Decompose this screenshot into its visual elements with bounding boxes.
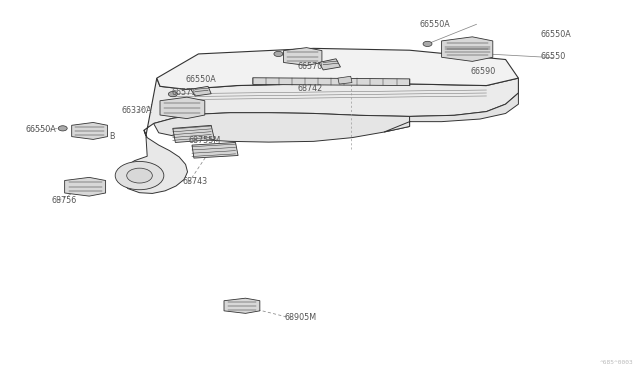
Polygon shape [384, 93, 518, 132]
Circle shape [127, 168, 152, 183]
Polygon shape [160, 97, 205, 119]
Polygon shape [120, 130, 188, 193]
Polygon shape [191, 86, 211, 96]
Text: ^685^0003: ^685^0003 [600, 360, 634, 365]
Polygon shape [173, 125, 214, 142]
Text: 66571: 66571 [172, 88, 196, 97]
Text: 66550A: 66550A [419, 20, 450, 29]
Polygon shape [192, 142, 238, 158]
Text: 66550A: 66550A [186, 75, 216, 84]
Polygon shape [284, 48, 322, 65]
Text: 66330A: 66330A [122, 106, 152, 115]
Text: 66550A: 66550A [541, 30, 572, 39]
Text: 66550A: 66550A [26, 125, 56, 134]
Circle shape [115, 161, 164, 190]
Polygon shape [253, 78, 410, 86]
Circle shape [423, 41, 432, 46]
Polygon shape [442, 37, 493, 61]
Text: 66590: 66590 [470, 67, 495, 76]
Circle shape [58, 126, 67, 131]
Circle shape [274, 51, 283, 57]
Text: 68742: 68742 [298, 84, 323, 93]
Text: 68756: 68756 [51, 196, 76, 205]
Polygon shape [338, 76, 352, 84]
Polygon shape [144, 78, 518, 136]
Circle shape [168, 92, 177, 97]
Text: B: B [109, 132, 115, 141]
Polygon shape [319, 59, 340, 70]
Polygon shape [65, 177, 106, 196]
Polygon shape [154, 113, 410, 142]
Polygon shape [72, 122, 108, 140]
Text: 68905M: 68905M [285, 313, 317, 322]
Polygon shape [224, 298, 260, 313]
Text: 68755M: 68755M [189, 136, 221, 145]
Text: 68743: 68743 [182, 177, 207, 186]
Polygon shape [157, 48, 518, 89]
Text: 66550: 66550 [541, 52, 566, 61]
Text: 66570: 66570 [298, 62, 323, 71]
